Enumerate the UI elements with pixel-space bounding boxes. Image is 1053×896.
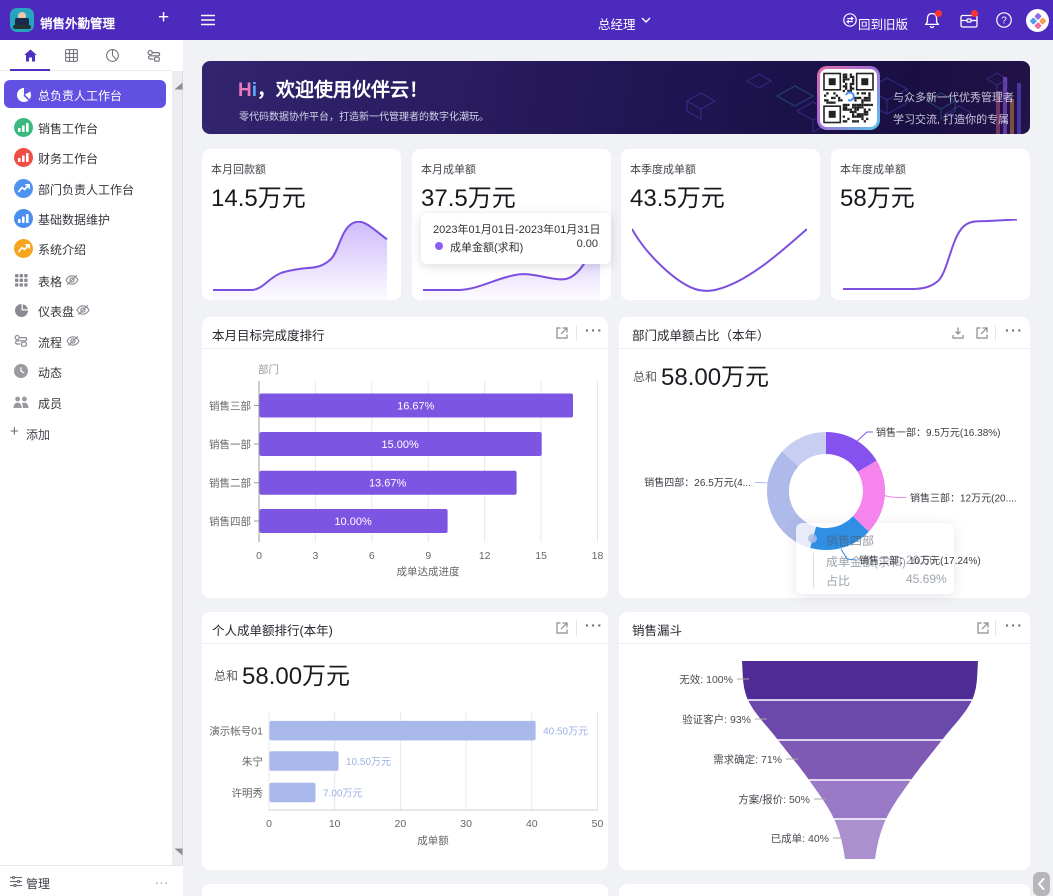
svg-text:0: 0 <box>266 818 272 830</box>
svg-text:方案/报价: 50%: 方案/报价: 50% <box>738 793 810 806</box>
svg-text:7.00万元: 7.00万元 <box>323 789 362 800</box>
svg-text:50: 50 <box>592 818 604 830</box>
svg-text:30: 30 <box>460 818 472 830</box>
svg-text:成单额: 成单额 <box>417 834 449 847</box>
svg-text:销售一部: 销售一部 <box>209 438 251 451</box>
svg-text:许明秀: 许明秀 <box>232 787 264 800</box>
svg-text:40: 40 <box>526 818 538 830</box>
svg-text:18: 18 <box>592 550 604 562</box>
svg-text:0: 0 <box>256 550 262 562</box>
svg-text:6: 6 <box>369 550 375 562</box>
svg-text:13.67%: 13.67% <box>369 478 407 490</box>
svg-text:朱宁: 朱宁 <box>242 755 263 768</box>
svg-text:?: ? <box>1001 16 1007 27</box>
svg-text:3: 3 <box>312 550 318 562</box>
svg-text:40.50万元: 40.50万元 <box>543 727 588 738</box>
svg-text:需求确定: 71%: 需求确定: 71% <box>713 753 782 766</box>
svg-text:15.00%: 15.00% <box>381 439 419 451</box>
svg-text:销售四部：26.5万元(4...: 销售四部：26.5万元(4... <box>644 476 751 489</box>
svg-text:12: 12 <box>479 550 491 562</box>
svg-text:销售四部: 销售四部 <box>209 515 251 528</box>
svg-text:20: 20 <box>395 818 407 830</box>
svg-text:销售二部: 销售二部 <box>209 477 251 490</box>
svg-text:无效: 100%: 无效: 100% <box>679 673 733 686</box>
svg-text:16.67%: 16.67% <box>397 401 435 413</box>
svg-text:销售一部：9.5万元(16.38%): 销售一部：9.5万元(16.38%) <box>876 426 1000 439</box>
svg-text:10.00%: 10.00% <box>334 516 372 528</box>
svg-text:10.50万元: 10.50万元 <box>346 757 391 768</box>
svg-text:销售三部：12万元(20....: 销售三部：12万元(20.... <box>910 492 1017 505</box>
svg-text:演示帐号01: 演示帐号01 <box>209 725 263 738</box>
svg-text:9: 9 <box>425 550 431 562</box>
svg-text:10: 10 <box>329 818 341 830</box>
svg-text:15: 15 <box>535 550 547 562</box>
svg-text:已成单: 40%: 已成单: 40% <box>771 833 829 845</box>
svg-text:销售三部: 销售三部 <box>209 400 251 413</box>
svg-text:成单达成进度: 成单达成进度 <box>397 565 460 578</box>
svg-text:销售二部：10万元(17.24%): 销售二部：10万元(17.24%) <box>859 554 981 567</box>
svg-text:验证客户: 93%: 验证客户: 93% <box>682 713 751 726</box>
